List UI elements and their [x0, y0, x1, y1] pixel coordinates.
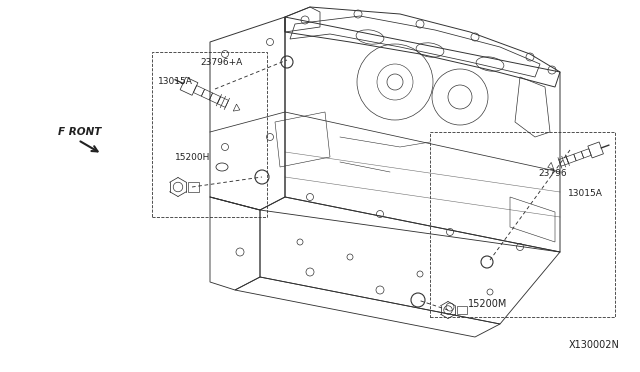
Bar [430, 132, 615, 317]
Text: 23796+A: 23796+A [200, 58, 243, 67]
Text: 15200M: 15200M [468, 299, 508, 309]
Text: 13015A: 13015A [158, 77, 193, 87]
Text: 23796: 23796 [538, 170, 566, 179]
Text: F RONT: F RONT [58, 127, 101, 137]
Text: X130002N: X130002N [569, 340, 620, 350]
Bar [152, 52, 267, 217]
Text: 15200H: 15200H [175, 153, 211, 162]
Text: 13015A: 13015A [568, 189, 603, 199]
